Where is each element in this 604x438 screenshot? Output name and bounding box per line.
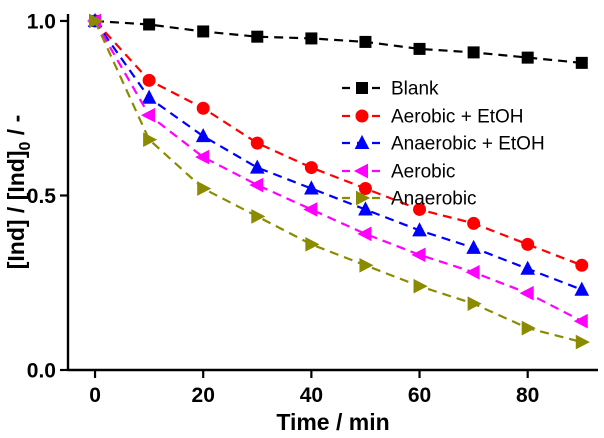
x-tick-label: 0	[89, 384, 101, 407]
series-marker-anaerobic-etoh	[249, 159, 265, 174]
series-marker-aerobic	[303, 202, 318, 217]
series-line-anaerobic	[93, 20, 583, 344]
y-axis-title-main: [Ind] / [Ind]	[3, 150, 29, 269]
series-marker-aerobic-etoh	[521, 237, 535, 251]
series-marker-anaerobic	[197, 181, 212, 196]
x-tick-label: 80	[516, 384, 539, 407]
series-marker-blank	[251, 30, 264, 43]
series-marker-anaerobic-etoh	[141, 89, 157, 104]
series-marker-anaerobic-etoh	[412, 222, 427, 237]
series-marker-anaerobic-etoh	[520, 260, 536, 275]
x-axis-title: Time / min	[276, 409, 389, 435]
y-axis-title-tail: / -	[3, 115, 29, 142]
series-marker-anaerobic	[521, 320, 536, 336]
series-marker-aerobic-etoh	[304, 161, 318, 175]
series-marker-blank	[575, 56, 588, 69]
series-marker-blank	[467, 46, 480, 59]
series-marker-aerobic	[249, 177, 264, 193]
y-tick-label: 0.0	[27, 360, 56, 383]
series-marker-blank	[305, 32, 318, 45]
legend: Blank Aerobic + EtOH Anaerobic + EtOH Aerob…	[342, 79, 545, 210]
plot-area	[86, 12, 590, 350]
legend-item-anaerobic: Anaerobic	[342, 189, 477, 210]
legend-marker-aerobic-etoh	[355, 109, 369, 123]
legend-marker-anaerobic	[356, 190, 371, 206]
series-marker-aerobic-etoh	[575, 258, 589, 272]
x-tick-label: 20	[192, 384, 215, 407]
series-marker-aerobic	[465, 264, 480, 280]
series-marker-blank	[413, 42, 426, 55]
x-tick-label: 40	[300, 384, 323, 407]
legend-label-blank: Blank	[391, 79, 439, 100]
y-tick-label: 0.5	[27, 185, 57, 208]
series-marker-anaerobic	[413, 278, 428, 294]
series-marker-aerobic	[411, 247, 426, 263]
series-marker-anaerobic	[359, 257, 374, 273]
series-line-aerobic-etoh	[94, 20, 583, 267]
legend-item-aerobic: Aerobic	[342, 162, 455, 183]
series-marker-anaerobic-etoh	[358, 201, 373, 216]
series-marker-aerobic-etoh	[467, 216, 481, 230]
series-marker-aerobic	[141, 107, 156, 123]
y-axis-title: [Ind] / [Ind]0 / -	[3, 115, 34, 270]
series-marker-blank	[197, 25, 210, 38]
legend-item-blank: Blank	[342, 79, 439, 100]
series-line-anaerobic-etoh	[94, 20, 583, 291]
series-marker-aerobic-etoh	[250, 136, 264, 150]
series-marker-aerobic	[519, 285, 534, 301]
legend-label-aerobic-etoh: Aerobic + EtOH	[391, 107, 524, 128]
series-marker-aerobic	[357, 226, 372, 242]
series-marker-aerobic-etoh	[196, 101, 210, 115]
series-marker-anaerobic-etoh	[574, 281, 590, 296]
series-marker-blank	[359, 35, 372, 48]
series-marker-anaerobic	[305, 237, 320, 252]
series-marker-aerobic-etoh	[413, 202, 427, 216]
series-marker-aerobic	[573, 313, 588, 329]
series-line-aerobic	[94, 20, 583, 323]
legend-marker-anaerobic-etoh	[354, 134, 370, 149]
series-marker-anaerobic	[251, 209, 266, 224]
series-marker-anaerobic	[89, 13, 104, 29]
series-marker-anaerobic	[467, 296, 482, 312]
series-marker-blank	[521, 51, 534, 64]
series-marker-anaerobic-etoh	[195, 128, 211, 143]
axes: 0 20 40 60 80 0.0 0.5 1.0	[27, 10, 598, 407]
y-tick-label: 1.0	[27, 10, 56, 33]
series-marker-aerobic-etoh	[358, 182, 372, 196]
series-marker-anaerobic	[143, 132, 158, 147]
legend-marker-blank	[356, 82, 368, 94]
series-marker-anaerobic-etoh	[466, 239, 481, 254]
series-line-blank	[94, 19, 582, 64]
series-marker-anaerobic	[575, 334, 590, 350]
legend-item-aerobic-etoh: Aerobic + EtOH	[342, 107, 524, 128]
series-marker-anaerobic-etoh	[304, 180, 319, 195]
legend-label-anaerobic: Anaerobic	[391, 189, 477, 210]
legend-label-aerobic: Aerobic	[391, 162, 455, 183]
series-marker-aerobic-etoh	[142, 73, 156, 87]
series-marker-aerobic	[195, 149, 210, 165]
y-axis-title-subscript: 0	[17, 141, 34, 150]
legend-item-anaerobic-etoh: Anaerobic + EtOH	[342, 134, 545, 155]
series-marker-blank	[143, 18, 156, 31]
legend-marker-aerobic	[353, 163, 368, 179]
x-tick-label: 60	[408, 384, 431, 407]
legend-label-anaerobic-etoh: Anaerobic + EtOH	[391, 134, 545, 155]
